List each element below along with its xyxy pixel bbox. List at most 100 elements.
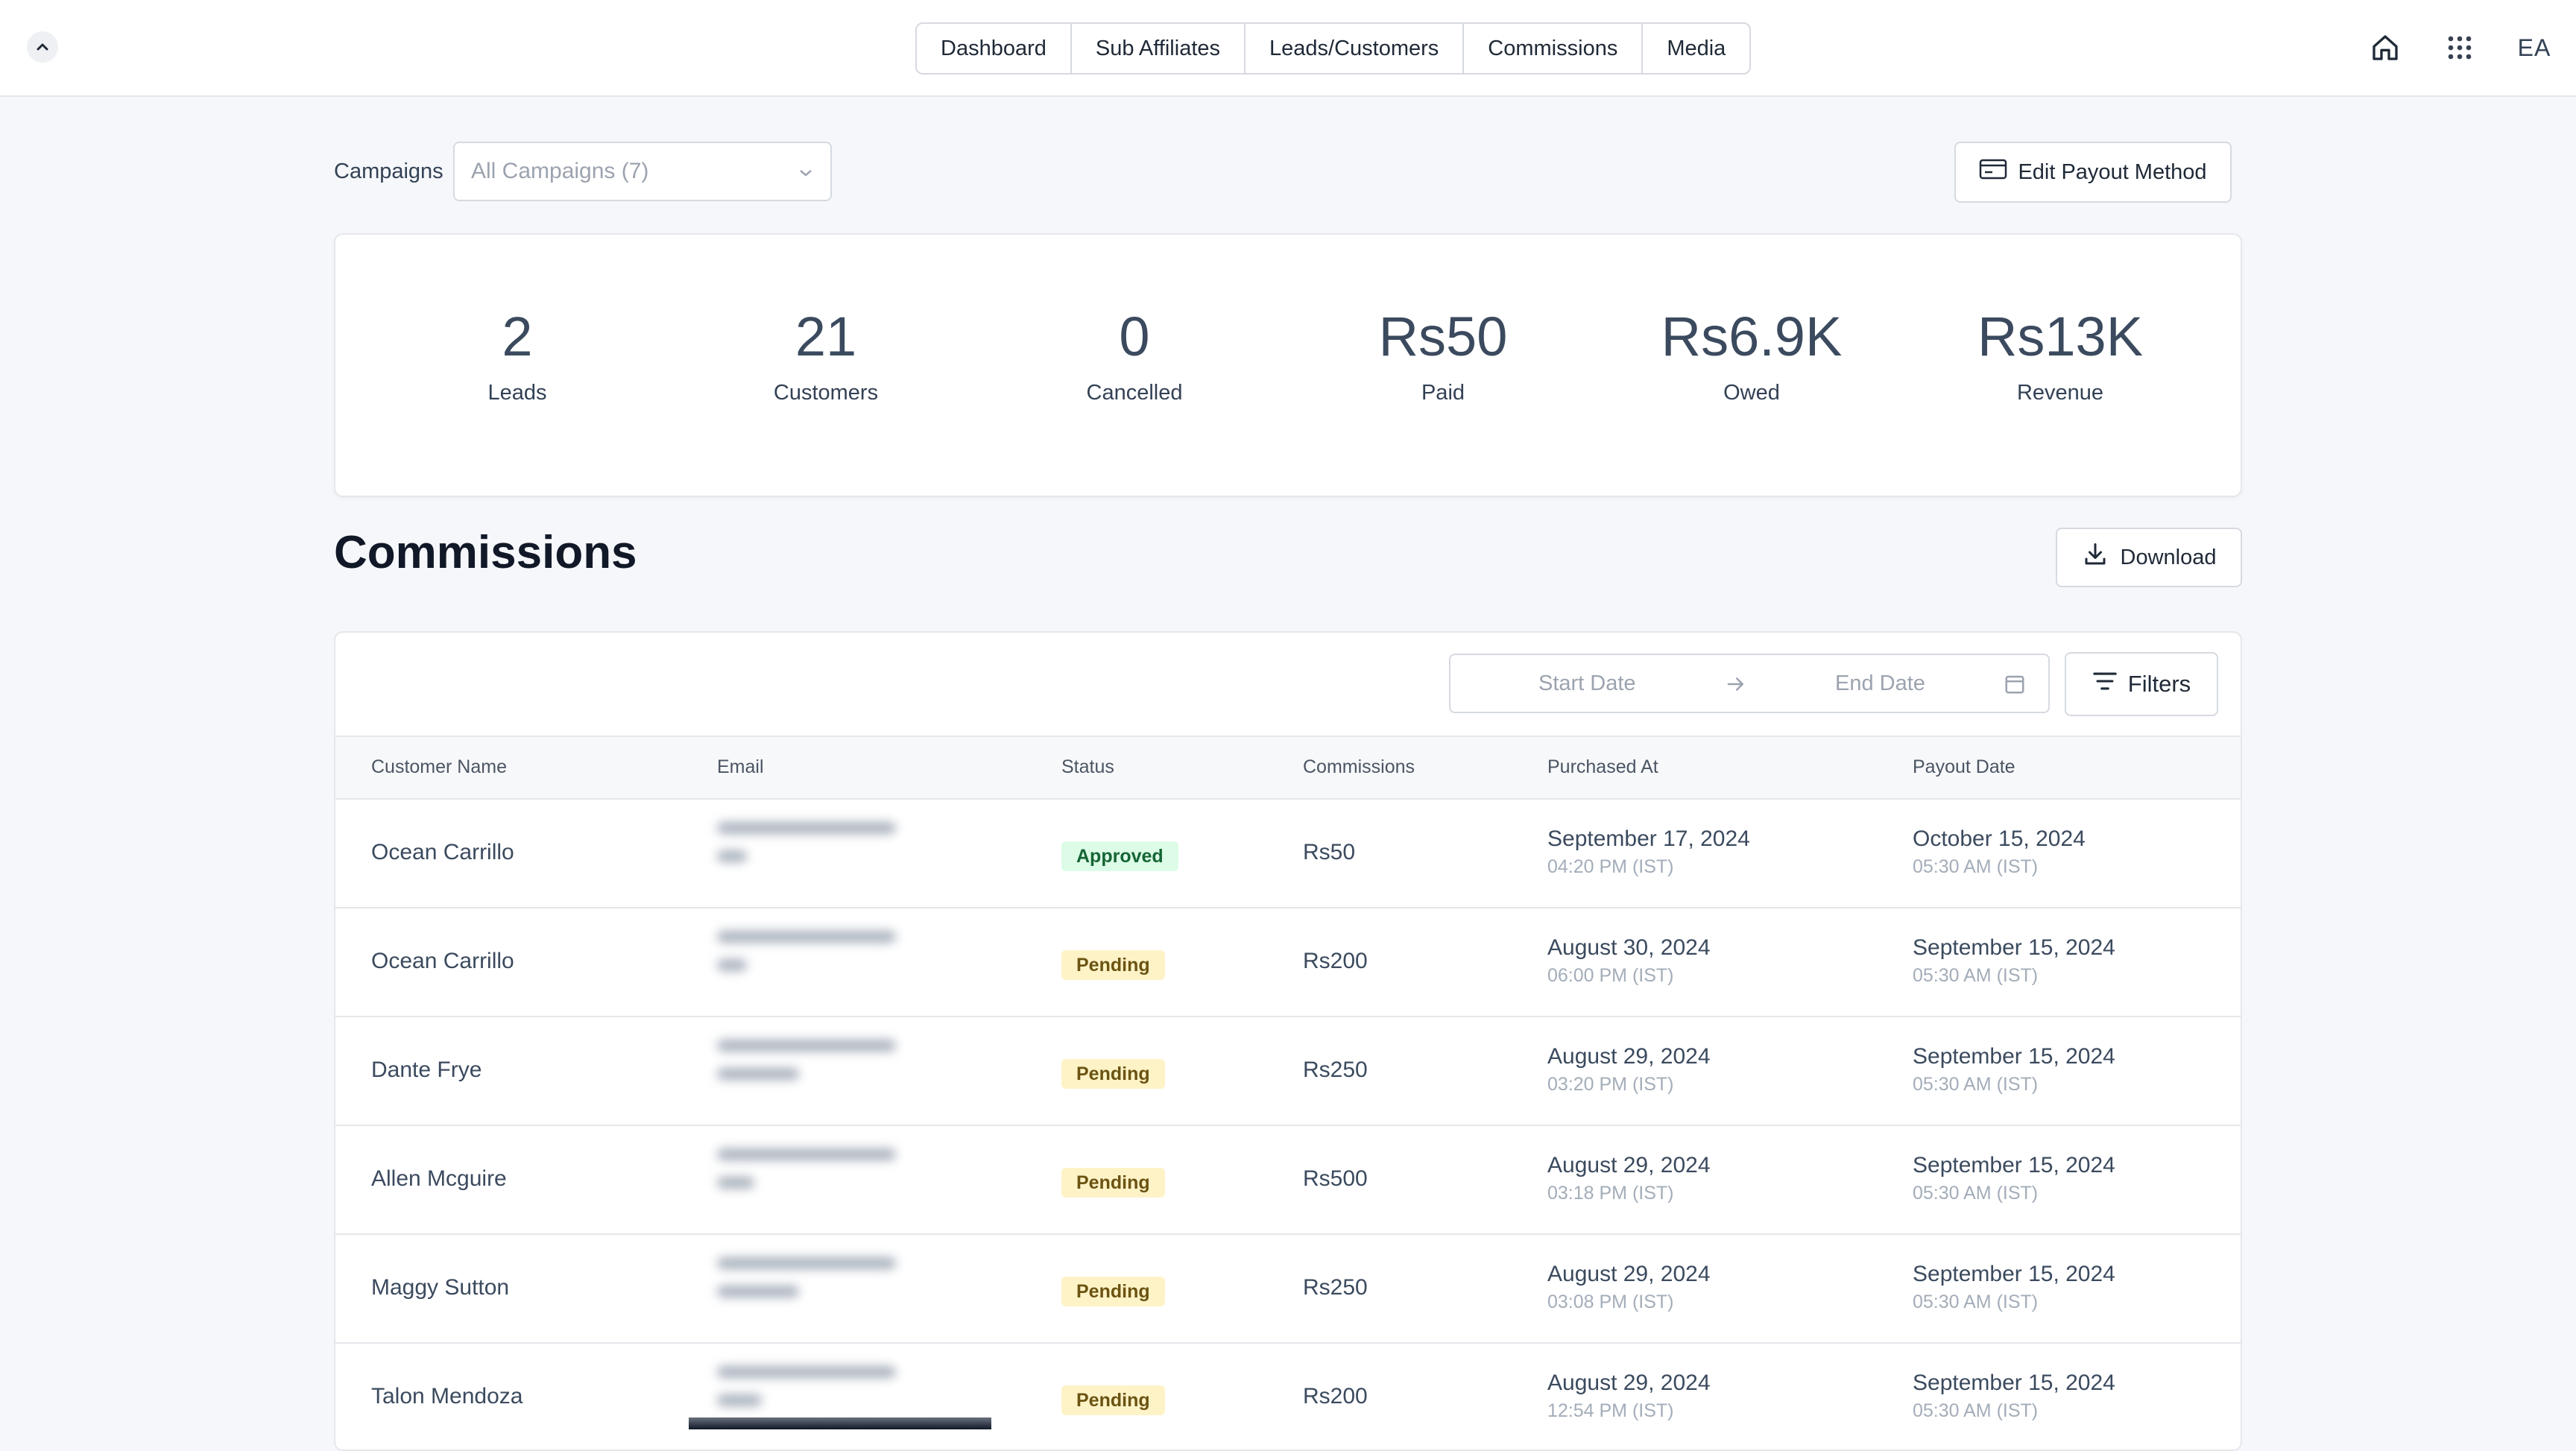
date-range-picker[interactable]: Start Date End Date	[1449, 654, 2050, 713]
top-navigation-bar: Dashboard Sub Affiliates Leads/Customers…	[0, 0, 2576, 97]
stat-label: Revenue	[2016, 381, 2104, 405]
start-date-input[interactable]: Start Date	[1538, 671, 1636, 695]
commission-amount: Rs50	[1303, 840, 1356, 864]
payout-date-value: October 15, 2024	[1913, 826, 2086, 851]
payout-date-value: September 15, 2024	[1913, 935, 2115, 960]
column-header-status[interactable]: Status	[1061, 756, 1114, 777]
edit-payout-method-label: Edit Payout Method	[2018, 159, 2207, 184]
user-avatar[interactable]: EA	[2513, 27, 2555, 69]
nav-tab-commissions[interactable]: Commissions	[1462, 24, 1641, 73]
campaigns-selected-value: All Campaigns (7)	[471, 159, 649, 183]
horizontal-scrollbar[interactable]	[689, 1417, 991, 1429]
stat-label: Cancelled	[1086, 381, 1183, 405]
table-row[interactable]: Maggy Sutton Pending Rs250 August 29, 20…	[335, 1235, 2241, 1344]
purchased-at: September 17, 2024 04:20 PM (IST)	[1547, 826, 1750, 878]
commission-amount: Rs200	[1303, 1384, 1368, 1409]
purchased-time: 04:20 PM (IST)	[1547, 856, 1674, 877]
purchased-time: 03:18 PM (IST)	[1547, 1183, 1674, 1204]
stat-value: 21	[795, 306, 857, 367]
status-badge: Pending	[1061, 1277, 1165, 1306]
payout-date: September 15, 2024 05:30 AM (IST)	[1913, 935, 2115, 987]
end-date-input[interactable]: End Date	[1835, 671, 1925, 695]
email-redacted	[717, 1148, 903, 1208]
purchased-at: August 29, 2024 03:20 PM (IST)	[1547, 1044, 1711, 1096]
purchased-date: August 29, 2024	[1547, 1044, 1711, 1069]
table-row[interactable]: Allen Mcguire Pending Rs500 August 29, 2…	[335, 1126, 2241, 1235]
stat-label: Leads	[487, 381, 547, 405]
status-badge: Pending	[1061, 950, 1165, 980]
stat-value: Rs13K	[1977, 306, 2144, 367]
payout-time: 05:30 AM (IST)	[1913, 1292, 2039, 1312]
table-row[interactable]: Ocean Carrillo Pending Rs200 August 30, …	[335, 908, 2241, 1017]
payout-date-value: September 15, 2024	[1913, 1371, 2115, 1395]
nav-tab-media[interactable]: Media	[1641, 24, 1749, 73]
stat-leads: 2 Leads	[405, 309, 629, 405]
email-redacted	[717, 822, 903, 882]
payout-date: October 15, 2024 05:30 AM (IST)	[1913, 826, 2086, 878]
purchased-date: September 17, 2024	[1547, 826, 1750, 851]
status-badge: Pending	[1061, 1168, 1165, 1198]
stat-label: Owed	[1723, 381, 1780, 405]
stat-owed: Rs6.9K Owed	[1640, 309, 1863, 405]
payout-time: 05:30 AM (IST)	[1913, 965, 2039, 986]
commission-amount: Rs250	[1303, 1275, 1368, 1300]
purchased-date: August 30, 2024	[1547, 935, 1711, 960]
nav-tab-sub-affiliates[interactable]: Sub Affiliates	[1070, 24, 1244, 73]
purchased-date: August 29, 2024	[1547, 1262, 1711, 1286]
stat-value: Rs6.9K	[1661, 306, 1843, 367]
customer-name: Ocean Carrillo	[371, 949, 514, 973]
column-header-purchased-at[interactable]: Purchased At	[1547, 756, 1658, 777]
payout-time: 05:30 AM (IST)	[1913, 856, 2039, 877]
payout-time: 05:30 AM (IST)	[1913, 1400, 2039, 1421]
stat-customers: 21 Customers	[714, 309, 938, 405]
payout-date: September 15, 2024 05:30 AM (IST)	[1913, 1153, 2115, 1204]
filters-label: Filters	[2127, 671, 2191, 697]
stat-value: 2	[502, 306, 533, 367]
purchased-time: 12:54 PM (IST)	[1547, 1400, 1674, 1421]
column-header-customer-name[interactable]: Customer Name	[371, 756, 507, 777]
nav-tab-leads-customers[interactable]: Leads/Customers	[1244, 24, 1462, 73]
app-logo-icon[interactable]	[27, 31, 58, 63]
table-row[interactable]: Ocean Carrillo Approved Rs50 September 1…	[335, 800, 2241, 908]
stat-label: Customers	[773, 381, 879, 405]
user-initials: EA	[2517, 34, 2551, 61]
main-nav-tabs: Dashboard Sub Affiliates Leads/Customers…	[915, 22, 1752, 75]
status-badge: Pending	[1061, 1059, 1165, 1089]
stat-cancelled: 0 Cancelled	[1023, 309, 1246, 405]
filters-button[interactable]: Filters	[2065, 652, 2218, 716]
payment-card-icon	[1979, 158, 2009, 186]
status-badge: Approved	[1061, 841, 1178, 871]
purchased-at: August 29, 2024 03:18 PM (IST)	[1547, 1153, 1711, 1204]
column-header-email[interactable]: Email	[717, 756, 764, 777]
commissions-table-card: Start Date End Date Filters Customer Nam…	[334, 631, 2242, 1451]
stat-label: Paid	[1421, 381, 1465, 405]
table-header: Customer Name Email Status Commissions P…	[335, 736, 2241, 800]
stat-revenue: Rs13K Revenue	[1948, 309, 2172, 405]
email-redacted	[717, 1257, 903, 1317]
purchased-time: 06:00 PM (IST)	[1547, 965, 1674, 986]
stat-paid: Rs50 Paid	[1331, 309, 1555, 405]
purchased-time: 03:08 PM (IST)	[1547, 1292, 1674, 1312]
customer-name: Ocean Carrillo	[371, 840, 514, 864]
email-redacted	[717, 1366, 903, 1426]
table-row[interactable]: Dante Frye Pending Rs250 August 29, 2024…	[335, 1017, 2241, 1126]
commission-amount: Rs200	[1303, 949, 1368, 973]
table-row[interactable]: Talon Mendoza Pending Rs200 August 29, 2…	[335, 1344, 2241, 1450]
customer-name: Allen Mcguire	[371, 1166, 507, 1191]
email-redacted	[717, 1040, 903, 1099]
column-header-payout-date[interactable]: Payout Date	[1913, 756, 2015, 777]
edit-payout-method-button[interactable]: Edit Payout Method	[1954, 142, 2232, 203]
download-button[interactable]: Download	[2056, 528, 2242, 587]
payout-time: 05:30 AM (IST)	[1913, 1183, 2039, 1204]
download-icon	[2082, 541, 2109, 574]
arrow-right-icon	[1725, 673, 1747, 701]
home-icon[interactable]	[2364, 27, 2406, 69]
campaigns-select[interactable]: All Campaigns (7)	[453, 142, 832, 201]
column-header-commissions[interactable]: Commissions	[1303, 756, 1415, 777]
nav-tab-dashboard[interactable]: Dashboard	[941, 36, 1046, 60]
filter-lines-icon	[2092, 670, 2118, 698]
apps-grid-icon[interactable]	[2439, 27, 2481, 69]
customer-name: Dante Frye	[371, 1058, 482, 1082]
chevron-down-icon	[798, 159, 814, 184]
purchased-date: August 29, 2024	[1547, 1153, 1711, 1177]
